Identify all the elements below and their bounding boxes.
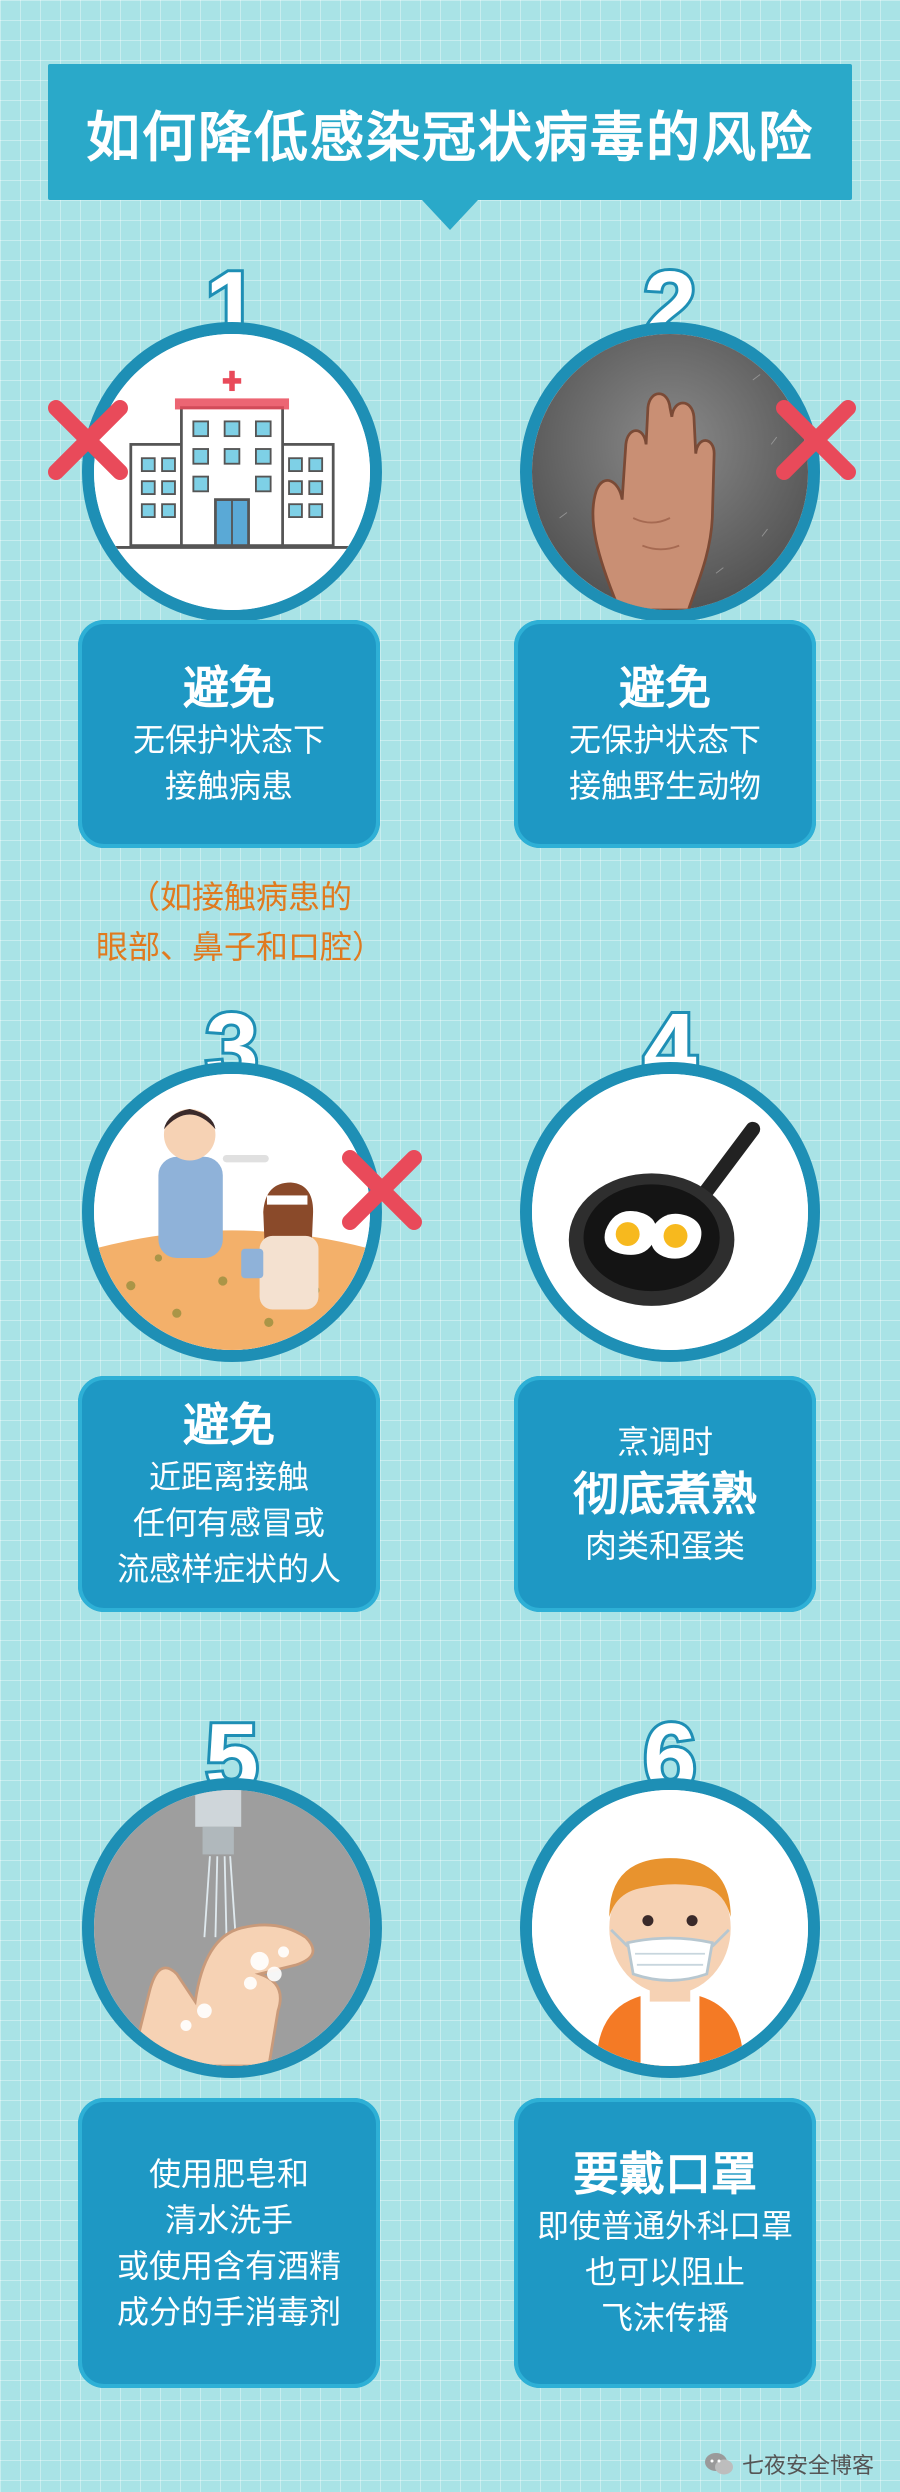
tip-card-6-heading: 要戴口罩 — [573, 2147, 757, 2201]
tip-card-6-line: 即使普通外科口罩 — [536, 2207, 793, 2245]
tip-card-5-line: 或使用含有酒精 — [116, 2247, 341, 2285]
tip-card-5-line: 清水洗手 — [164, 2201, 293, 2239]
tip-card-5-line: 使用肥皂和 — [148, 2155, 309, 2193]
forbidden-x-icon — [774, 398, 858, 482]
watermark-text: 七夜安全博客 — [741, 2454, 874, 2479]
tip-card-4: 烹调时 彻底煮熟 肉类和蛋类 — [514, 1376, 816, 1612]
tip-card-5: 使用肥皂和 清水洗手 或使用含有酒精 成分的手消毒剂 — [78, 2098, 380, 2388]
child-with-mask-illustration — [520, 1778, 820, 2078]
frying-pan-illustration — [520, 1062, 820, 1362]
tip-card-2-line: 接触野生动物 — [568, 767, 761, 805]
tip-card-2-line: 无保护状态下 — [568, 721, 761, 759]
tip-card-6: 要戴口罩 即使普通外科口罩 也可以阻止 飞沫传播 — [514, 2098, 816, 2388]
hospital-illustration — [82, 322, 382, 622]
contact-note: （如接触病患的 眼部、鼻子和口腔） — [60, 872, 420, 972]
tip-card-1-line: 接触病患 — [164, 767, 293, 805]
wechat-icon — [704, 2453, 733, 2475]
tip-card-4-pre: 烹调时 — [616, 1423, 713, 1461]
forbidden-x-icon — [340, 1148, 424, 1232]
tip-card-5-line: 成分的手消毒剂 — [116, 2293, 341, 2331]
tip-card-1-line: 无保护状态下 — [132, 721, 325, 759]
page-title: 如何降低感染冠状病毒的风险 — [86, 105, 814, 169]
tip-card-1-heading: 避免 — [183, 661, 275, 715]
tip-card-6-line: 飞沫传播 — [600, 2299, 729, 2337]
tip-card-2-heading: 避免 — [619, 661, 711, 715]
tip-card-3-line: 近距离接触 — [148, 1458, 309, 1496]
contact-note-line: （如接触病患的 — [127, 878, 352, 916]
tip-card-3-heading: 避免 — [183, 1398, 275, 1452]
tip-card-3: 避免 近距离接触 任何有感冒或 流感样症状的人 — [78, 1376, 380, 1612]
tip-card-6-line: 也可以阻止 — [584, 2253, 745, 2291]
tip-card-3-line: 流感样症状的人 — [116, 1550, 341, 1588]
title-banner: 如何降低感染冠状病毒的风险 — [48, 64, 852, 230]
tip-card-2: 避免 无保护状态下 接触野生动物 — [514, 620, 816, 848]
tip-card-4-line: 肉类和蛋类 — [584, 1527, 745, 1565]
tip-card-1: 避免 无保护状态下 接触病患 — [78, 620, 380, 848]
sick-person-illustration — [82, 1062, 382, 1362]
forbidden-x-icon — [46, 398, 130, 482]
hand-washing-illustration — [82, 1778, 382, 2078]
tip-card-4-heading: 彻底煮熟 — [573, 1467, 757, 1521]
watermark: 七夜安全博客 — [704, 2448, 874, 2480]
contact-note-line: 眼部、鼻子和口腔） — [95, 928, 384, 966]
tip-card-3-line: 任何有感冒或 — [132, 1504, 325, 1542]
